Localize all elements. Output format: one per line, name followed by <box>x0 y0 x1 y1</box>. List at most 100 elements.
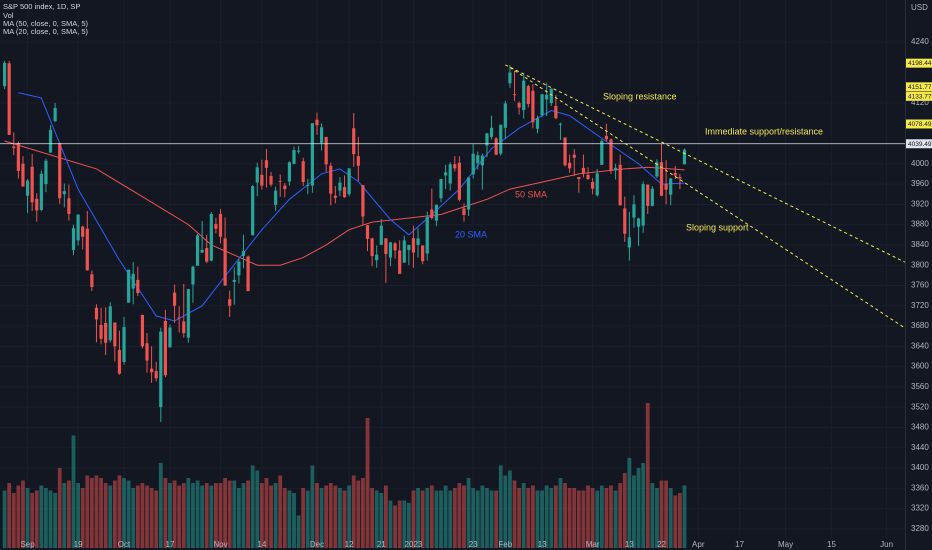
candle-body <box>379 225 383 245</box>
y-tick-label: 3680 <box>911 321 929 330</box>
candle-body <box>195 235 200 266</box>
volume-bar <box>494 490 499 548</box>
y-tick-label: 3320 <box>911 504 929 513</box>
candle-body <box>159 331 163 408</box>
volume-bar <box>563 483 567 548</box>
volume-bar <box>255 470 260 548</box>
candle-body <box>145 343 149 361</box>
volume-bar <box>641 463 646 548</box>
y-tick-label: 3640 <box>911 341 929 350</box>
candle-body <box>613 167 618 171</box>
candle-body <box>2 62 7 87</box>
candle-body <box>563 137 567 166</box>
candle-body <box>241 250 246 257</box>
volume-bar <box>250 465 255 548</box>
volume-bar <box>668 488 673 548</box>
volume-bar <box>595 490 600 548</box>
candle-body <box>425 217 429 254</box>
volume-bar <box>526 488 531 548</box>
volume-bar <box>282 488 287 548</box>
volume-bar <box>650 483 655 548</box>
volume-bar <box>57 468 62 548</box>
volume-bar <box>338 488 342 548</box>
volume-bar <box>241 483 246 548</box>
x-tick-label: Apr <box>692 540 705 549</box>
candle-body <box>411 238 416 253</box>
volume-bar <box>333 485 338 548</box>
candle-body <box>140 314 145 347</box>
volume-bar <box>480 485 485 548</box>
volume-bar <box>315 483 319 548</box>
candle-body <box>535 118 540 129</box>
candle-body <box>264 160 269 168</box>
candle-body <box>228 299 232 306</box>
candle-body <box>306 185 310 186</box>
candle-body <box>81 226 85 237</box>
candle-body <box>232 279 236 282</box>
volume-bar <box>627 458 632 548</box>
moving-averages <box>4 92 685 322</box>
volume-bar <box>659 480 664 548</box>
volume-bar <box>383 485 388 548</box>
volume-bar <box>259 483 264 548</box>
volume-bar <box>379 493 384 548</box>
volume-bar <box>636 468 641 548</box>
candle-body <box>407 244 411 250</box>
volume-bar <box>342 490 347 548</box>
candle-body <box>503 103 507 128</box>
y-tick-label: 4240 <box>911 37 929 46</box>
x-tick-label: Oct <box>118 540 131 549</box>
volume-bar <box>94 475 99 548</box>
volume-bar <box>406 503 411 548</box>
volume-bar <box>402 500 407 548</box>
volume-bar <box>149 488 154 548</box>
volume-bar <box>227 480 232 548</box>
candle-body <box>618 164 622 206</box>
x-tick-label: 22 <box>657 540 666 549</box>
candle-body <box>163 320 167 376</box>
volume-bar <box>287 490 292 548</box>
candle-body <box>655 162 659 177</box>
price-label: 4198.44 <box>908 60 932 67</box>
volume-bar <box>558 478 563 548</box>
volume-bar <box>181 483 186 548</box>
x-tick-label: Jun <box>880 540 893 549</box>
volume-bar <box>89 478 94 548</box>
candle-body <box>223 238 227 286</box>
volume-bar <box>177 485 182 548</box>
volume-bar <box>434 490 439 548</box>
y-tick-label: 3520 <box>911 402 929 411</box>
candle-body <box>522 80 526 111</box>
volume-bar <box>305 490 310 548</box>
y-tick-label: 4120 <box>911 98 929 107</box>
candle-body <box>568 162 572 169</box>
candle-body <box>301 161 305 183</box>
candle-body <box>127 269 131 303</box>
candle-body <box>595 173 599 196</box>
candle-body <box>682 149 687 165</box>
candle-body <box>448 164 452 184</box>
candle-body <box>76 214 80 241</box>
volume-bar <box>236 488 241 548</box>
volume-bar <box>62 483 67 548</box>
candle-body <box>384 238 388 255</box>
volume-bar <box>632 475 636 548</box>
candle-body <box>641 184 645 226</box>
y-tick-label: 3480 <box>911 423 929 432</box>
moving-average <box>4 140 685 266</box>
y-tick-label: 3920 <box>911 199 929 208</box>
volume-bar <box>204 483 209 548</box>
currency: USD <box>911 3 928 12</box>
annotation: Sloping support <box>686 222 749 232</box>
volume-bar <box>71 435 76 548</box>
candle-body <box>430 209 434 219</box>
volume-bar <box>572 488 577 548</box>
volume-bar <box>420 490 425 548</box>
x-tick-label: Sep <box>20 540 35 549</box>
candle-body <box>39 173 43 210</box>
volume-bar <box>553 485 558 548</box>
candle-body <box>62 191 66 195</box>
candle-body <box>30 166 34 203</box>
candle-body <box>508 72 512 84</box>
candle-body <box>21 163 25 187</box>
